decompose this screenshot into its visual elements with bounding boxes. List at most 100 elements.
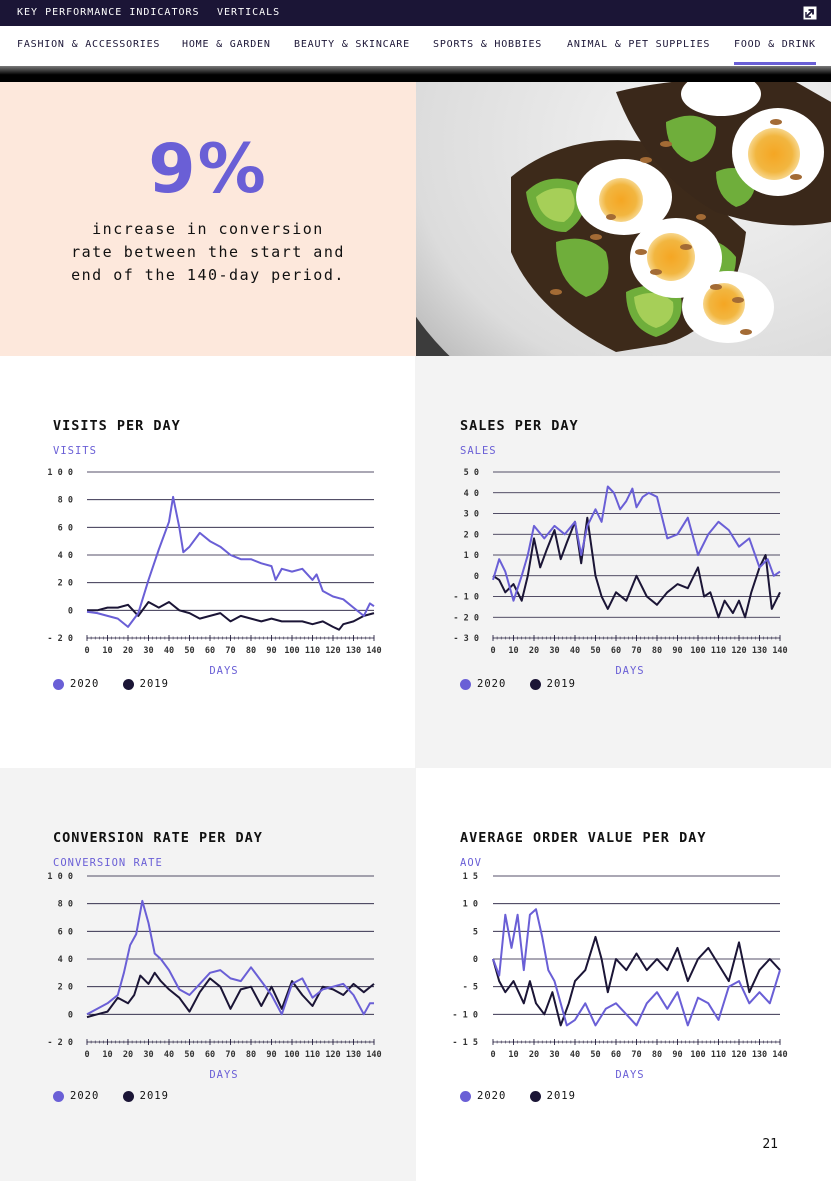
chart-legend: 2020 2019 bbox=[53, 1090, 185, 1105]
page-number: 21 bbox=[762, 1137, 778, 1152]
legend-item-2020: 2020 bbox=[53, 1090, 99, 1102]
legend-item-2020: 2020 bbox=[53, 678, 99, 690]
x-axis-label: DAYS bbox=[615, 665, 644, 677]
x-tick-label: 10 bbox=[508, 646, 518, 656]
legend-dot-2019 bbox=[529, 678, 541, 690]
legend-dot-2019 bbox=[122, 1090, 134, 1102]
x-tick-label: 80 bbox=[652, 646, 662, 656]
x-tick-label: 90 bbox=[672, 1050, 682, 1060]
x-tick-label: 110 bbox=[711, 646, 726, 656]
chart-y-label: SALES bbox=[460, 445, 497, 457]
sales-chart: - 3 0 - 2 0 - 1 0 0 1 0 2 0 3 0 4 0 5 0 0 10 20 30 40… bbox=[453, 468, 787, 677]
x-tick-label: 130 bbox=[346, 1050, 361, 1060]
nav-active-indicator bbox=[734, 62, 816, 65]
x-tick-label: 70 bbox=[225, 646, 235, 656]
x-tick-label: 120 bbox=[731, 1050, 746, 1060]
x-tick-label: 60 bbox=[205, 1050, 215, 1060]
y-tick-label: - 1 0 bbox=[452, 1010, 478, 1020]
topbar-link-verticals[interactable]: VERTICALS bbox=[217, 7, 281, 18]
chart-title: VISITS PER DAY bbox=[53, 418, 181, 434]
chart-y-label: AOV bbox=[460, 857, 482, 869]
legend-item-2019: 2019 bbox=[122, 678, 169, 690]
nav-item-pet-supplies[interactable]: ANIMAL & PET SUPPLIES bbox=[567, 39, 711, 50]
x-tick-label: 120 bbox=[325, 1050, 340, 1060]
chart-y-label: CONVERSION RATE bbox=[53, 857, 163, 869]
topbar-link-kpis[interactable]: KEY PERFORMANCE INDICATORS bbox=[17, 7, 200, 18]
y-tick-label: 6 0 bbox=[58, 523, 73, 533]
x-tick-label: 40 bbox=[570, 646, 580, 656]
y-tick-label: 2 0 bbox=[58, 579, 73, 589]
x-tick-label: 20 bbox=[123, 646, 133, 656]
nav-item-food-drink[interactable]: FOOD & DRINK bbox=[734, 39, 816, 50]
x-tick-label: 100 bbox=[690, 1050, 705, 1060]
series-line-2019 bbox=[492, 935, 781, 1027]
x-axis-label: DAYS bbox=[209, 1069, 238, 1081]
food-photo bbox=[416, 82, 831, 356]
legend-dot-2020 bbox=[53, 1090, 64, 1102]
caption-line: rate between the start and bbox=[71, 243, 345, 261]
nav-shadow bbox=[0, 66, 831, 82]
vertical-nav: FASHION & ACCESSORIES HOME & GARDEN BEAU… bbox=[0, 26, 831, 66]
y-tick-label: 4 0 bbox=[58, 551, 73, 561]
y-tick-label: - 2 0 bbox=[47, 1038, 73, 1048]
chart-title: AVERAGE ORDER VALUE PER DAY bbox=[460, 830, 707, 846]
caption-line: end of the 140-day period. bbox=[71, 266, 345, 284]
x-tick-label: 60 bbox=[205, 646, 215, 656]
x-tick-label: 100 bbox=[284, 1050, 299, 1060]
y-tick-label: 6 0 bbox=[58, 927, 73, 937]
y-tick-label: 3 0 bbox=[464, 510, 479, 520]
x-tick-label: 0 bbox=[490, 1050, 495, 1060]
x-tick-label: 110 bbox=[305, 646, 320, 656]
y-tick-label: - 5 bbox=[463, 983, 478, 993]
x-tick-label: 50 bbox=[590, 646, 600, 656]
x-tick-label: 40 bbox=[164, 646, 174, 656]
x-tick-label: 30 bbox=[549, 646, 559, 656]
x-tick-label: 10 bbox=[102, 646, 112, 656]
x-tick-label: 50 bbox=[184, 1050, 194, 1060]
x-tick-label: 120 bbox=[325, 646, 340, 656]
series-line-2019 bbox=[492, 516, 781, 619]
external-link-icon[interactable] bbox=[803, 6, 817, 20]
x-tick-label: 60 bbox=[611, 646, 621, 656]
x-tick-label: 50 bbox=[590, 1050, 600, 1060]
x-tick-label: 100 bbox=[284, 646, 299, 656]
legend-label: 2019 bbox=[139, 678, 169, 690]
chart-legend: 2020 2019 bbox=[460, 1090, 592, 1105]
y-tick-label: 4 0 bbox=[58, 955, 73, 965]
y-tick-label: 0 bbox=[473, 955, 478, 965]
y-tick-label: - 2 0 bbox=[453, 613, 479, 623]
series-line-2020 bbox=[492, 908, 781, 1027]
top-bar: KEY PERFORMANCE INDICATORS VERTICALS bbox=[0, 0, 831, 26]
x-tick-label: 0 bbox=[84, 646, 89, 656]
series-line-2019 bbox=[86, 971, 375, 1019]
y-tick-label: 5 0 bbox=[464, 468, 479, 478]
legend-item-2019: 2019 bbox=[529, 678, 576, 690]
x-tick-label: 70 bbox=[225, 1050, 235, 1060]
series-line-2020 bbox=[492, 485, 781, 602]
chart-title: CONVERSION RATE PER DAY bbox=[53, 830, 263, 846]
nav-item-fashion[interactable]: FASHION & ACCESSORIES bbox=[17, 39, 161, 50]
legend-dot-2020 bbox=[460, 678, 471, 690]
series-line-2020 bbox=[86, 495, 375, 628]
nav-item-sports[interactable]: SPORTS & HOBBIES bbox=[433, 39, 543, 50]
x-tick-label: 70 bbox=[631, 1050, 641, 1060]
y-tick-label: 0 bbox=[474, 572, 479, 582]
x-tick-label: 10 bbox=[102, 1050, 112, 1060]
x-tick-label: 80 bbox=[246, 1050, 256, 1060]
nav-item-beauty[interactable]: BEAUTY & SKINCARE bbox=[294, 39, 410, 50]
x-tick-label: 70 bbox=[631, 646, 641, 656]
x-axis-label: DAYS bbox=[209, 665, 238, 677]
x-tick-label: 90 bbox=[266, 646, 276, 656]
y-tick-label: - 2 0 bbox=[47, 634, 73, 644]
legend-label: 2020 bbox=[477, 678, 507, 690]
legend-dot-2019 bbox=[122, 678, 134, 690]
x-tick-label: 110 bbox=[305, 1050, 320, 1060]
x-tick-label: 60 bbox=[611, 1050, 621, 1060]
y-tick-label: - 1 5 bbox=[452, 1038, 478, 1048]
y-tick-label: 1 0 0 bbox=[47, 872, 73, 882]
y-tick-label: 0 bbox=[68, 1010, 73, 1020]
hero-stat-panel: 9% increase in conversion rate between t… bbox=[0, 82, 416, 356]
legend-dot-2020 bbox=[53, 678, 64, 690]
legend-item-2019: 2019 bbox=[529, 1090, 576, 1102]
nav-item-home-garden[interactable]: HOME & GARDEN bbox=[182, 39, 271, 50]
